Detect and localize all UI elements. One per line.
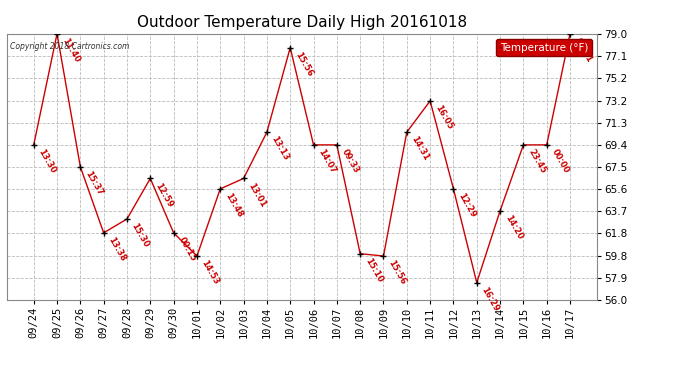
Text: 13:01: 13:01 <box>246 181 268 209</box>
Text: 09:33: 09:33 <box>339 148 361 175</box>
Text: 23:45: 23:45 <box>526 148 547 176</box>
Text: 00:21: 00:21 <box>573 36 594 64</box>
Text: 12:59: 12:59 <box>153 181 175 209</box>
Text: 15:10: 15:10 <box>363 256 384 284</box>
Text: 14:07: 14:07 <box>316 148 337 175</box>
Text: 11:40: 11:40 <box>60 36 81 64</box>
Legend: Temperature (°F): Temperature (°F) <box>496 39 591 56</box>
Text: 16:29: 16:29 <box>480 285 501 313</box>
Text: 13:38: 13:38 <box>106 236 128 263</box>
Text: 14:53: 14:53 <box>199 259 221 286</box>
Text: 12:29: 12:29 <box>456 192 477 219</box>
Text: 14:31: 14:31 <box>410 135 431 163</box>
Text: 15:56: 15:56 <box>386 259 408 286</box>
Text: 13:13: 13:13 <box>270 135 290 162</box>
Text: 13:30: 13:30 <box>37 148 57 175</box>
Title: Outdoor Temperature Daily High 20161018: Outdoor Temperature Daily High 20161018 <box>137 15 467 30</box>
Text: Copyright 2018 Cartronics.com: Copyright 2018 Cartronics.com <box>10 42 129 51</box>
Text: 00:15: 00:15 <box>177 236 197 263</box>
Text: 14:20: 14:20 <box>503 214 524 241</box>
Text: 16:05: 16:05 <box>433 104 454 131</box>
Text: 13:48: 13:48 <box>223 192 244 219</box>
Text: 15:37: 15:37 <box>83 170 104 197</box>
Text: 15:30: 15:30 <box>130 222 151 249</box>
Text: 00:00: 00:00 <box>549 148 571 175</box>
Text: 15:56: 15:56 <box>293 50 314 78</box>
